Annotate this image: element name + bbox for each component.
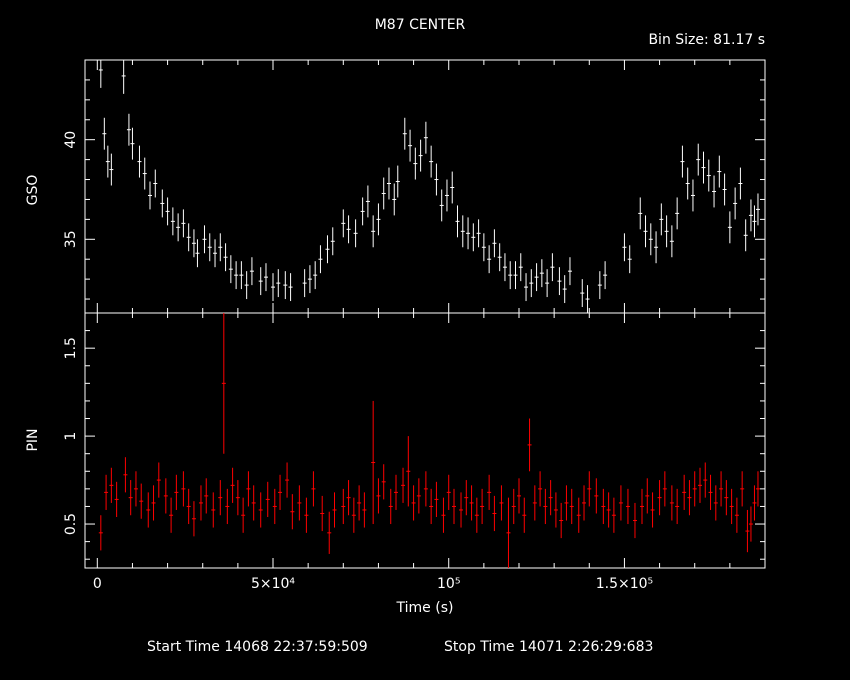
pin-panel: 0.5 1 1.5 0 5×10⁴ 10⁵ 1.5×10⁵	[63, 312, 766, 592]
x-tick-label: 0	[93, 576, 102, 592]
chart-title: M87 CENTER	[375, 17, 466, 33]
x-tick-label: 5×10⁴	[251, 576, 295, 592]
pin-ytick-label: 1.5	[63, 337, 79, 359]
gso-ytick-label: 40	[63, 131, 79, 149]
bin-size-label: Bin Size: 81.17 s	[648, 32, 765, 48]
x-tick-label: 1.5×10⁵	[596, 576, 653, 592]
x-axis-label: Time (s)	[396, 600, 454, 616]
start-time: Start Time 14068 22:37:59:509	[147, 639, 368, 655]
pin-ytick-label: 0.5	[63, 513, 79, 535]
pin-axis-label: PIN	[25, 428, 41, 451]
pin-ytick-label: 1	[63, 432, 79, 441]
stop-time: Stop Time 14071 2:26:29:683	[444, 639, 653, 655]
gso-axis-label: GSO	[25, 175, 41, 206]
gso-panel: 35 40	[63, 59, 766, 314]
x-tick-label: 10⁵	[437, 576, 460, 592]
pin-frame	[84, 312, 766, 569]
gso-ytick-label: 35	[63, 230, 79, 248]
